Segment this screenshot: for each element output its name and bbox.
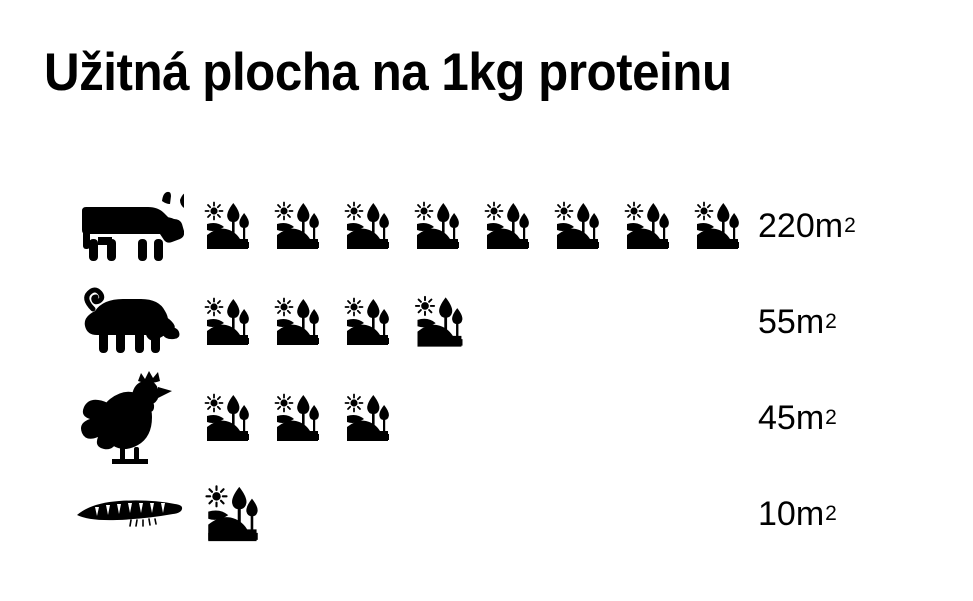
- table-row: 55m 2: [0, 274, 973, 370]
- page-title: Užitná plocha na 1kg proteinu: [44, 43, 732, 102]
- row-value-text: 220m: [758, 207, 844, 245]
- pig-icon: [66, 274, 190, 370]
- row-value-worm: 10m 2: [758, 495, 837, 533]
- land-plot-icon: [694, 198, 742, 254]
- row-value-cow: 220m 2: [758, 207, 856, 245]
- land-plot-icon: [344, 390, 392, 446]
- pictogram-rows: 220m 2: [0, 178, 973, 562]
- row-value-chicken: 45m 2: [758, 399, 837, 437]
- row-value-text: 55m: [758, 303, 825, 341]
- land-icon-group-pig: [204, 274, 466, 370]
- table-row: 10m 2: [0, 466, 973, 562]
- land-plot-icon: [554, 198, 602, 254]
- land-plot-icon: [274, 198, 322, 254]
- land-plot-icon: [484, 198, 532, 254]
- land-plot-icon: [274, 390, 322, 446]
- row-value-text: 10m: [758, 495, 825, 533]
- land-plot-icon: [414, 198, 462, 254]
- worm-icon: [66, 466, 190, 562]
- land-plot-icon: [274, 294, 322, 350]
- cow-icon: [66, 178, 190, 274]
- row-value-text: 45m: [758, 399, 825, 437]
- land-plot-icon: [624, 198, 672, 254]
- land-icon-group-chicken: [204, 370, 392, 466]
- land-plot-icon: [204, 481, 262, 547]
- land-icon-group-cow: [204, 178, 742, 274]
- land-plot-icon: [344, 294, 392, 350]
- land-plot-icon: [204, 198, 252, 254]
- land-plot-icon: [204, 390, 252, 446]
- row-value-pig: 55m 2: [758, 303, 837, 341]
- land-plot-icon: [414, 292, 466, 352]
- land-icon-group-worm: [204, 466, 262, 562]
- table-row: 220m 2: [0, 178, 973, 274]
- land-plot-icon: [204, 294, 252, 350]
- table-row: 45m 2: [0, 370, 973, 466]
- land-plot-icon: [344, 198, 392, 254]
- chicken-icon: [66, 370, 190, 466]
